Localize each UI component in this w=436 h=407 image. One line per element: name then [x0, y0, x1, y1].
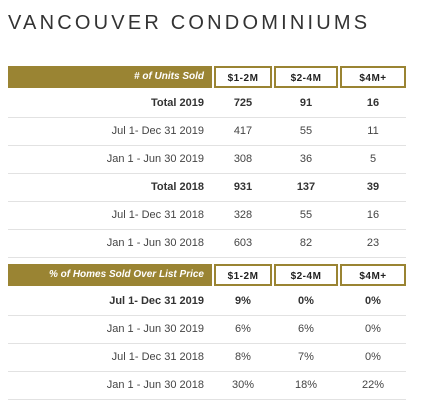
row-value: 39 — [366, 181, 380, 193]
row-value: 0% — [298, 295, 314, 307]
row-value: 417 — [233, 125, 253, 137]
row-value: 22% — [361, 379, 385, 391]
row-value: 23 — [366, 237, 380, 249]
row-label: Jul 1- Dec 31 2019 — [109, 295, 204, 307]
table-row: Jan 1 - Jun 30 2018 603 82 23 — [8, 230, 406, 258]
row-value: 91 — [299, 97, 313, 109]
row-value: 16 — [366, 209, 380, 221]
row-value: 308 — [233, 153, 253, 165]
row-value: 137 — [296, 181, 316, 193]
row-value: 931 — [233, 181, 253, 193]
table-header: # of Units Sold $1-2M $2-4M $4M+ — [8, 66, 406, 88]
row-value: 30% — [231, 379, 255, 391]
row-value: 18% — [294, 379, 318, 391]
table-row: Jul 1- Dec 31 2018 328 55 16 — [8, 202, 406, 230]
row-value: 725 — [233, 97, 253, 109]
row-value: 328 — [233, 209, 253, 221]
table-row: Jan 1 - Jun 30 2019 6% 6% 0% — [8, 316, 406, 344]
row-value: 16 — [366, 97, 380, 109]
row-value: 6% — [235, 323, 251, 335]
row-label: Jan 1 - Jun 30 2018 — [106, 237, 204, 249]
header-column: $2-4M — [274, 66, 338, 88]
row-label: Jan 1 - Jun 30 2019 — [106, 153, 204, 165]
table-header: % of Homes Sold Over List Price $1-2M $2-4… — [8, 264, 406, 286]
table-row: Jan 1 - Jun 30 2019 308 36 5 — [8, 146, 406, 174]
row-label: Total 2019 — [151, 97, 204, 109]
row-label: Jul 1- Dec 31 2018 — [111, 209, 204, 221]
row-value: 9% — [235, 295, 251, 307]
table-row: Jan 1 - Jun 30 2018 30% 18% 22% — [8, 372, 406, 400]
row-value: 11 — [367, 125, 379, 137]
row-value: 5 — [369, 153, 377, 165]
over-list-table: % of Homes Sold Over List Price $1-2M $2-4… — [8, 264, 406, 400]
row-label: Jan 1 - Jun 30 2019 — [106, 323, 204, 335]
header-column: $4M+ — [340, 264, 406, 286]
header-label: # of Units Sold — [8, 66, 212, 88]
header-column: $1-2M — [214, 66, 272, 88]
header-column: $4M+ — [340, 66, 406, 88]
row-value: 6% — [298, 323, 314, 335]
table-row: Jul 1- Dec 31 2019 9% 0% 0% — [8, 288, 406, 316]
row-value: 82 — [299, 237, 313, 249]
header-column: $1-2M — [214, 264, 272, 286]
table-row: Total 2019 725 91 16 — [8, 90, 406, 118]
row-value: 603 — [233, 237, 253, 249]
row-value: 7% — [298, 351, 314, 363]
row-value: 0% — [365, 295, 381, 307]
units-sold-table: # of Units Sold $1-2M $2-4M $4M+ Total 2019 7… — [8, 66, 406, 258]
row-value: 8% — [235, 351, 251, 363]
table-row: Jul 1- Dec 31 2018 8% 7% 0% — [8, 344, 406, 372]
row-label: Jul 1- Dec 31 2019 — [111, 125, 204, 137]
row-label: Jan 1 - Jun 30 2018 — [106, 379, 204, 391]
row-value: 0% — [365, 351, 381, 363]
row-label: Total 2018 — [151, 181, 204, 193]
row-value: 36 — [299, 153, 313, 165]
table-row: Total 2018 931 137 39 — [8, 174, 406, 202]
row-value: 55 — [299, 209, 313, 221]
row-value: 0% — [365, 323, 381, 335]
header-label: % of Homes Sold Over List Price — [8, 264, 212, 286]
row-value: 55 — [299, 125, 313, 137]
table-row: Jul 1- Dec 31 2019 417 55 11 — [8, 118, 406, 146]
row-label: Jul 1- Dec 31 2018 — [111, 351, 204, 363]
header-column: $2-4M — [274, 264, 338, 286]
page-title: VANCOUVER CONDOMINIUMS — [8, 12, 371, 34]
